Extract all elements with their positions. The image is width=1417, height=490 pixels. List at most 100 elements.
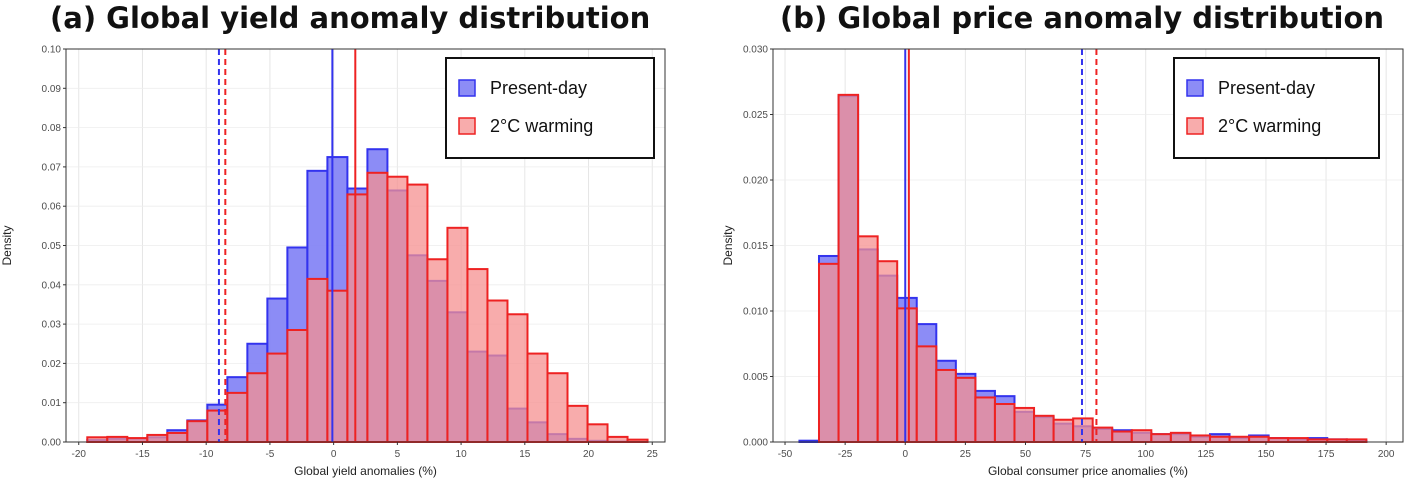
- warming-bar: [817, 262, 840, 443]
- yield-histogram-chart: 0.00 0.01 0.02 0.03 0.04 0.05 0.06 0.07 0.08 0.09…: [0, 45, 666, 478]
- y-tick-label: 0.10: [42, 45, 62, 56]
- x-tick-label: -25: [838, 449, 853, 460]
- x-tick-label: 25: [960, 449, 972, 460]
- legend-box: [445, 57, 655, 159]
- x-tick-label: 15: [519, 449, 531, 460]
- yield-chart-panel: (a) Global yield anomaly distribution 0.…: [0, 0, 700, 490]
- chart-title: (b) Global price anomaly distribution: [780, 1, 1385, 35]
- x-tick-label: 200: [1378, 449, 1395, 460]
- x-tick-label: 125: [1197, 449, 1214, 460]
- warming-bar: [126, 437, 149, 444]
- warming-bar: [366, 171, 389, 443]
- y-tick-label: 0.005: [743, 372, 768, 383]
- warming-bar: [935, 368, 957, 444]
- warming-bar: [346, 193, 369, 443]
- warming-bar: [1287, 437, 1309, 444]
- x-tick-label: 20: [583, 449, 595, 460]
- x-axis-label: Global consumer price anomalies (%): [988, 464, 1188, 478]
- price-histogram-chart: 0.000 0.005 0.010 0.015 0.020 0.025 0.030 -50 -2…: [721, 45, 1404, 478]
- x-tick-label: 175: [1318, 449, 1335, 460]
- warming-bar: [915, 345, 938, 443]
- warming-bar: [1033, 414, 1055, 443]
- y-tick-label: 0.06: [42, 202, 62, 213]
- legend-swatch-warming: [458, 117, 476, 135]
- warming-bar: [1052, 418, 1075, 444]
- y-tick-label: 0.04: [42, 280, 62, 291]
- warming-bar: [1013, 406, 1036, 444]
- warming-bar: [1248, 435, 1270, 444]
- warming-bar: [186, 420, 209, 443]
- y-tick-label: 0.02: [42, 359, 62, 370]
- x-tick-label: -50: [778, 449, 793, 460]
- y-tick-label: 0.08: [42, 123, 62, 134]
- x-tick-label: 50: [1020, 449, 1032, 460]
- warming-bar: [326, 289, 349, 443]
- warming-bar: [586, 423, 609, 444]
- y-tick-label: 0.05: [42, 241, 62, 252]
- warming-bar: [266, 352, 289, 444]
- warming-bar: [993, 403, 1016, 444]
- y-tick-label: 0.03: [42, 320, 62, 331]
- y-tick-label: 0.01: [42, 398, 62, 409]
- warming-bar: [406, 183, 429, 444]
- legend-box: [1173, 57, 1380, 159]
- x-tick-label: -10: [199, 449, 214, 460]
- warming-bar: [506, 313, 529, 443]
- warming-bar: [426, 258, 449, 443]
- x-tick-label: 100: [1137, 449, 1154, 460]
- legend-label: 2°C warming: [490, 116, 593, 136]
- warming-bar: [1150, 433, 1172, 444]
- warming-bar: [386, 175, 409, 443]
- legend: Present-day 2°C warming: [1173, 57, 1380, 159]
- warming-bar: [206, 409, 229, 443]
- warming-bar: [954, 376, 977, 443]
- warming-bar: [466, 268, 489, 443]
- price-chart-panel: (b) Global price anomaly distribution 0.…: [708, 0, 1417, 490]
- y-tick-label: 0.07: [42, 162, 62, 173]
- warming-bar: [226, 391, 249, 443]
- warming-bar: [1267, 437, 1290, 444]
- warming-bar: [546, 372, 569, 444]
- warming-bar: [1169, 431, 1192, 443]
- y-tick-label: 0.015: [743, 241, 768, 252]
- warming-bar: [1208, 435, 1231, 444]
- y-tick-label: 0.025: [743, 110, 768, 121]
- warming-bar: [446, 226, 469, 443]
- y-tick-label: 0.09: [42, 84, 62, 95]
- y-tick-label: 0.000: [743, 438, 768, 449]
- warming-bar: [837, 93, 860, 443]
- warming-bar: [526, 352, 549, 444]
- y-axis-label: Density: [0, 225, 14, 265]
- y-tick-label: 0.00: [42, 438, 62, 449]
- y-tick-label: 0.030: [743, 45, 768, 56]
- legend: Present-day 2°C warming: [445, 57, 655, 159]
- x-tick-label: 0: [902, 449, 908, 460]
- warming-bar: [974, 396, 996, 443]
- warming-bar: [876, 260, 899, 443]
- warming-bar: [86, 436, 109, 443]
- warming-bar: [606, 435, 629, 443]
- y-tick-label: 0.020: [743, 176, 768, 187]
- y-axis-label: Density: [721, 225, 735, 265]
- x-tick-label: 25: [647, 449, 659, 460]
- legend-label: Present-day: [1218, 78, 1315, 98]
- warming-bar: [106, 435, 129, 443]
- legend-label: 2°C warming: [1218, 116, 1321, 136]
- warming-bar: [1228, 435, 1251, 444]
- y-tick-label: 0.010: [743, 307, 768, 318]
- legend-swatch-warming: [1186, 117, 1204, 135]
- warming-bar: [286, 328, 309, 443]
- x-tick-label: 5: [395, 449, 401, 460]
- x-tick-label: -15: [135, 449, 150, 460]
- legend-label: Present-day: [490, 78, 587, 98]
- x-tick-label: 0: [331, 449, 337, 460]
- warming-bar: [566, 404, 589, 443]
- warming-bar: [166, 431, 189, 443]
- warming-bar: [246, 372, 269, 444]
- warming-bar: [1111, 430, 1133, 443]
- x-tick-label: -20: [72, 449, 87, 460]
- x-tick-label: 75: [1080, 449, 1092, 460]
- warming-bar: [1130, 429, 1153, 443]
- warming-bar: [486, 299, 509, 443]
- legend-swatch-present-day: [458, 79, 476, 97]
